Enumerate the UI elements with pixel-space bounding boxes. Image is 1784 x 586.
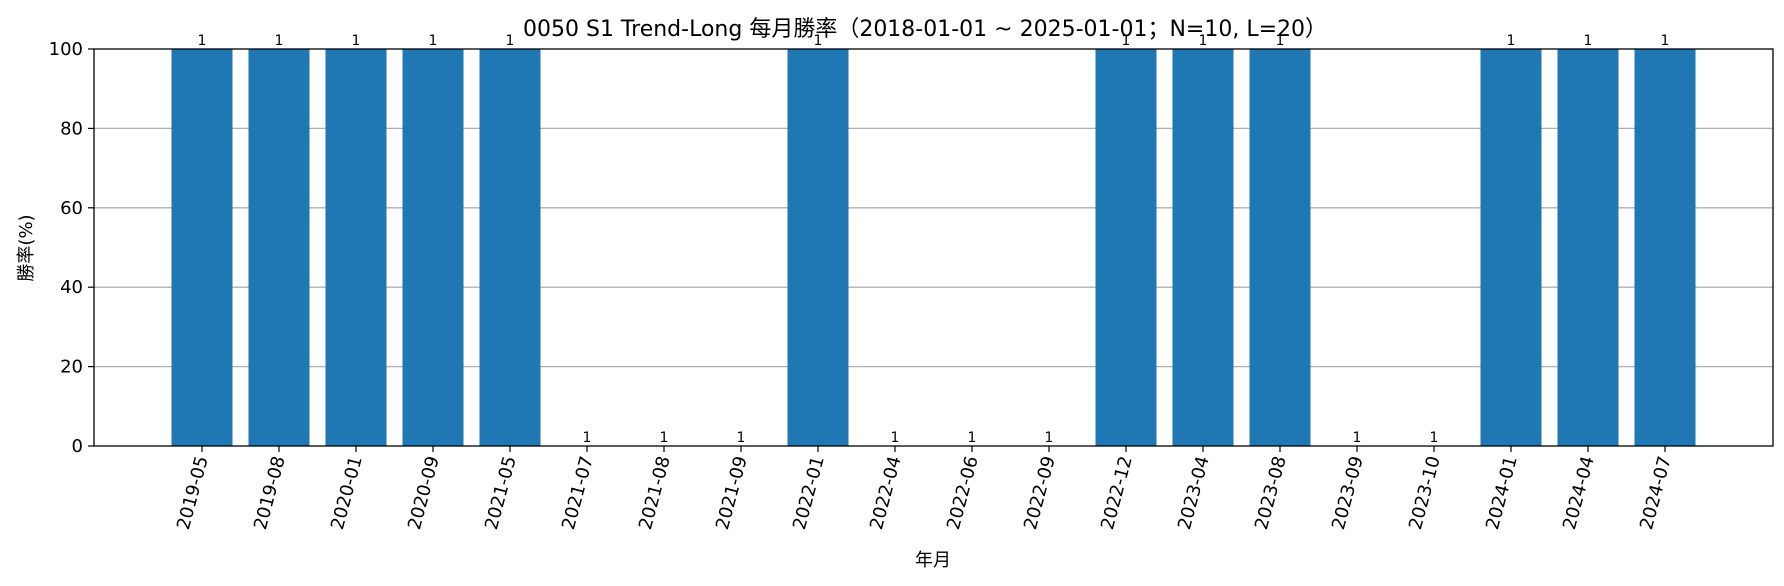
x-tick-label: 2022-09 [1020,454,1060,532]
y-tick-label: 60 [60,198,83,219]
x-tick-label: 2021-08 [635,454,675,532]
bar-value-label: 1 [1661,33,1670,49]
bar [402,49,464,446]
bar-value-label: 1 [1584,33,1593,49]
y-tick-label: 20 [60,357,83,378]
x-tick-label: 2022-01 [789,454,829,532]
bar-value-label: 1 [660,430,669,446]
y-tick-label: 80 [60,118,83,139]
bar [1557,49,1619,446]
bar [1095,49,1157,446]
bar-value-label: 1 [1276,33,1285,49]
bar [787,49,849,446]
bar-value-label: 1 [1199,33,1208,49]
y-tick-label: 40 [60,277,83,298]
x-tick-label: 2023-04 [1174,454,1214,532]
bars [171,49,1696,446]
y-axis: 0 20 40 60 80 100 [49,39,94,457]
y-tick-label: 0 [72,436,83,457]
bar [325,49,387,446]
x-tick-label: 2021-05 [481,454,521,532]
x-tick-label: 2022-12 [1097,454,1137,532]
bar [1172,49,1234,446]
x-tick-label: 2021-09 [712,454,752,532]
x-tick-label: 2024-04 [1559,454,1599,532]
bar-value-label: 1 [814,33,823,49]
x-tick-label: 2019-08 [250,454,290,532]
x-tick-label: 2019-05 [173,454,213,532]
bar-value-label: 1 [1353,430,1362,446]
x-axis-label: 年月 [915,550,951,571]
x-tick-label: 2020-09 [404,454,444,532]
x-tick-label: 2022-06 [943,454,983,532]
bar-value-label: 1 [1045,430,1054,446]
bar-value-label: 1 [1430,430,1439,446]
plot-frame [93,48,1774,447]
x-tick-label: 2023-10 [1405,454,1445,532]
y-axis-label: 勝率(%) [16,214,37,281]
x-axis: 2019-05 2019-08 2020-01 2020-09 2021-05 2021-… [173,446,1676,532]
bar-value-label: 1 [1122,33,1131,49]
y-tick-label: 100 [49,39,83,60]
bar-value-label: 1 [506,33,515,49]
bar-value-label: 1 [583,430,592,446]
bar-value-label: 1 [352,33,361,49]
bar-value-labels: 1 1 1 1 1 1 1 1 1 1 1 1 1 1 1 1 1 1 1 1 [198,33,1670,446]
x-tick-label: 2023-08 [1251,454,1291,532]
bar [171,49,233,446]
x-tick-label: 2024-07 [1636,454,1676,532]
bar-value-label: 1 [429,33,438,49]
x-tick-label: 2021-07 [558,454,598,532]
chart-title: 0050 S1 Trend-Long 每月勝率（2018-01-01 ~ 202… [523,17,1327,42]
x-tick-label: 2024-01 [1482,454,1522,532]
bar [1249,49,1311,446]
bar-value-label: 1 [198,33,207,49]
bar-value-label: 1 [1507,33,1516,49]
bar-value-label: 1 [968,430,977,446]
bar [1634,49,1696,446]
x-tick-label: 2023-09 [1328,454,1368,532]
x-tick-label: 2020-01 [327,454,367,532]
bar-value-label: 1 [275,33,284,49]
x-tick-label: 2022-04 [866,454,906,532]
bar [248,49,310,446]
bar-value-label: 1 [891,430,900,446]
bar-value-label: 1 [737,430,746,446]
bar [479,49,541,446]
bar [1480,49,1542,446]
